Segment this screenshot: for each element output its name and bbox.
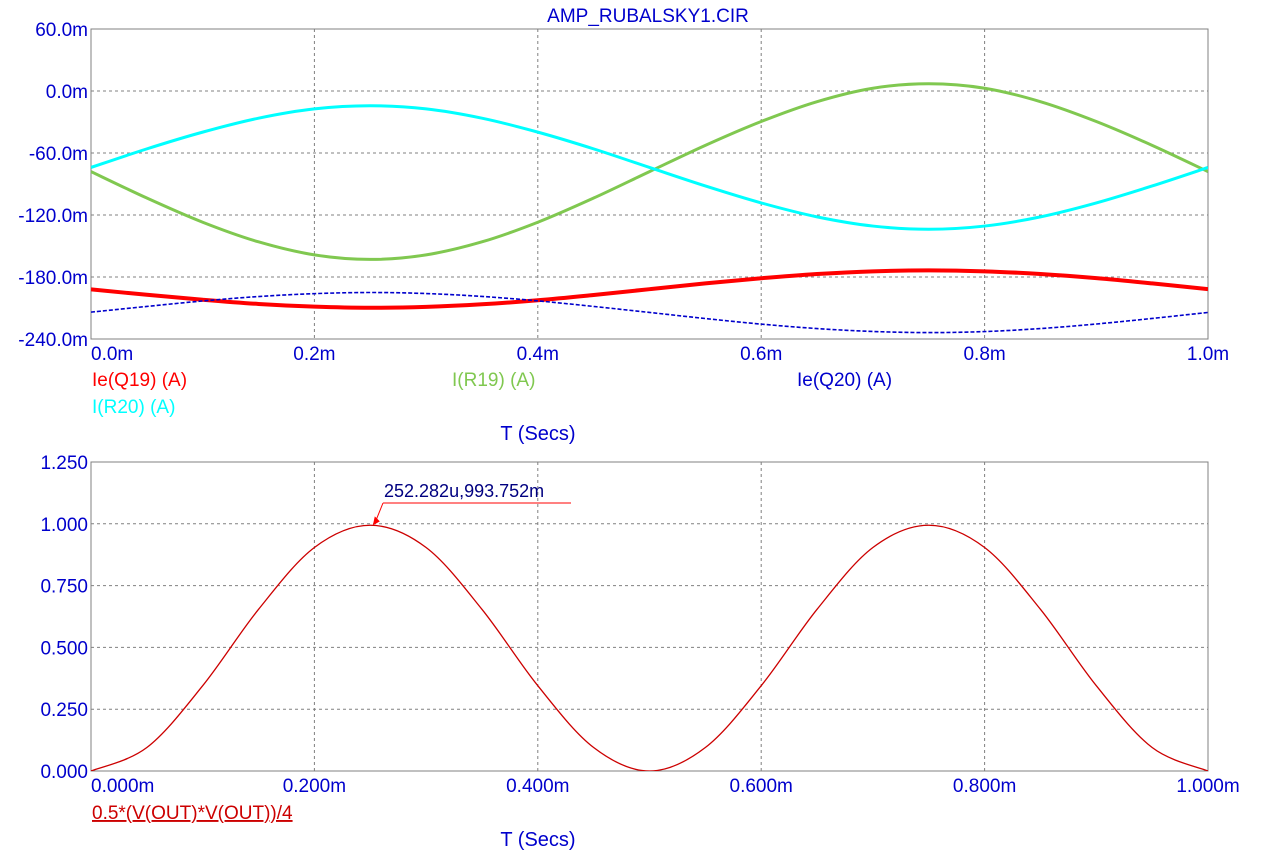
y-tick-label: 1.250	[40, 453, 88, 474]
x-tick-label: 1.0m	[1187, 344, 1229, 365]
y-tick-label: -60.0m	[29, 144, 88, 165]
x-tick-label: 0.000m	[91, 776, 154, 797]
y-tick-label: 0.500	[40, 638, 88, 659]
y-tick-label: 0.000	[40, 762, 88, 783]
chart-title: AMP_RUBALSKY1.CIR	[547, 6, 749, 27]
series-line-2	[91, 291, 1208, 334]
x-tick-label: 0.8m	[963, 344, 1005, 365]
series-line-0	[91, 268, 1208, 310]
x-axis-label: T (Secs)	[500, 829, 575, 851]
annotation-label: 252.282u,993.752m	[384, 481, 544, 501]
y-tick-label: -180.0m	[18, 268, 88, 289]
y-tick-label: -120.0m	[18, 206, 88, 227]
y-tick-label: 1.000	[40, 515, 88, 536]
x-axis-label: T (Secs)	[500, 423, 575, 445]
legend-entry: I(R20) (A)	[92, 397, 175, 418]
upper-plot-panel: 0.0m 0.2m 0.4m 0.6m 0.8m 1.0m 60.0m 0.0m -60.0m -…	[18, 20, 1229, 445]
x-tick-label: 0.400m	[506, 776, 569, 797]
annotation-arrowhead	[372, 516, 380, 526]
y-tick-label: 0.250	[40, 700, 88, 721]
y-tick-label: 0.0m	[46, 82, 88, 103]
x-tick-label: 0.6m	[740, 344, 782, 365]
series-line-0	[91, 524, 1208, 771]
plot-frame	[90, 28, 1209, 340]
legend-entry: Ie(Q19) (A)	[92, 370, 187, 391]
y-tick-label: 0.750	[40, 577, 88, 598]
y-tick-label: -240.0m	[18, 330, 88, 351]
x-tick-label: 1.000m	[1176, 776, 1239, 797]
x-tick-label: 0.2m	[293, 344, 335, 365]
x-tick-label: 0.600m	[730, 776, 793, 797]
series-line-1	[91, 82, 1208, 261]
legend-entry: 0.5*(V(OUT)*V(OUT))/4	[92, 803, 293, 824]
series-line-3	[91, 104, 1208, 231]
x-tick-label: 0.200m	[283, 776, 346, 797]
lower-plot-panel: 0.000m 0.200m 0.400m 0.600m 0.800m 1.000m 1.25…	[40, 453, 1239, 851]
legend-entry: Ie(Q20) (A)	[797, 370, 892, 391]
plot-frame	[90, 461, 1209, 772]
y-tick-label: 60.0m	[35, 20, 88, 41]
legend-entry: I(R19) (A)	[452, 370, 535, 391]
x-tick-label: 0.0m	[91, 344, 133, 365]
x-tick-label: 0.4m	[517, 344, 559, 365]
x-tick-label: 0.800m	[953, 776, 1016, 797]
